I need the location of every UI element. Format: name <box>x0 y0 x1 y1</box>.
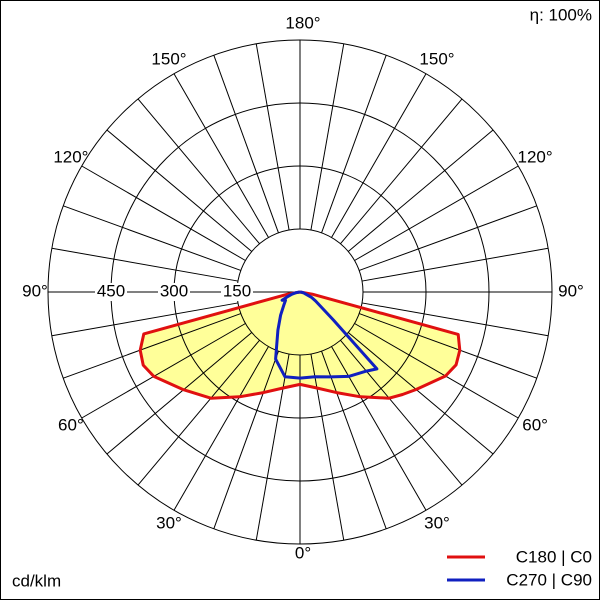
r-tick-label: 150 <box>223 281 251 300</box>
spoke <box>361 247 549 282</box>
angle-tick-label: 120° <box>53 147 88 166</box>
area-fill <box>140 292 460 399</box>
spoke <box>310 353 345 541</box>
tick-label-bg <box>221 283 253 301</box>
spoke <box>51 247 239 282</box>
spoke <box>340 339 463 486</box>
spoke <box>81 323 246 419</box>
angle-tick-label: 90° <box>558 281 584 300</box>
efficiency-label: η: 100% <box>530 5 592 24</box>
spoke <box>321 55 387 233</box>
curve <box>138 290 462 400</box>
spoke <box>63 205 241 271</box>
curve <box>274 290 379 380</box>
spoke <box>347 332 494 455</box>
spoke <box>106 332 253 455</box>
angle-tick-label: 30° <box>156 514 182 533</box>
spoke <box>255 353 290 541</box>
angle-tick-label: 180° <box>285 13 320 32</box>
spoke <box>255 43 290 231</box>
tick-label-bg <box>158 283 190 301</box>
spoke <box>106 129 253 252</box>
spoke <box>63 313 241 379</box>
spoke <box>340 98 463 245</box>
spoke <box>354 165 519 261</box>
angle-tick-label: 30° <box>424 514 450 533</box>
spoke <box>361 302 549 337</box>
unit-label: cd/klm <box>12 571 61 590</box>
angle-tick-label: 90° <box>22 281 48 300</box>
spoke <box>213 351 279 529</box>
spoke <box>310 43 345 231</box>
angle-tick-label: 150° <box>151 49 186 68</box>
angle-tick-label: 0° <box>295 543 311 562</box>
r-tick-label: 450 <box>97 281 125 300</box>
spoke <box>331 73 427 238</box>
spoke <box>347 129 494 252</box>
angle-tick-label: 150° <box>419 49 454 68</box>
spoke <box>321 351 387 529</box>
spoke <box>331 346 427 511</box>
spoke <box>81 165 246 261</box>
spoke <box>359 313 537 379</box>
legend-label: C180 | C0 <box>516 547 592 566</box>
spoke <box>359 205 537 271</box>
spoke <box>137 98 260 245</box>
angle-tick-label: 60° <box>522 415 548 434</box>
spoke <box>173 346 269 511</box>
angle-tick-label: 120° <box>518 147 553 166</box>
spoke <box>51 302 239 337</box>
angle-tick-label: 60° <box>58 415 84 434</box>
spoke <box>213 55 279 233</box>
r-tick-label: 300 <box>160 281 188 300</box>
spoke <box>137 339 260 486</box>
spoke <box>354 323 519 419</box>
tick-label-bg <box>95 283 127 301</box>
spoke <box>173 73 269 238</box>
legend-label: C270 | C90 <box>506 570 592 589</box>
outer-circle <box>47 39 553 545</box>
